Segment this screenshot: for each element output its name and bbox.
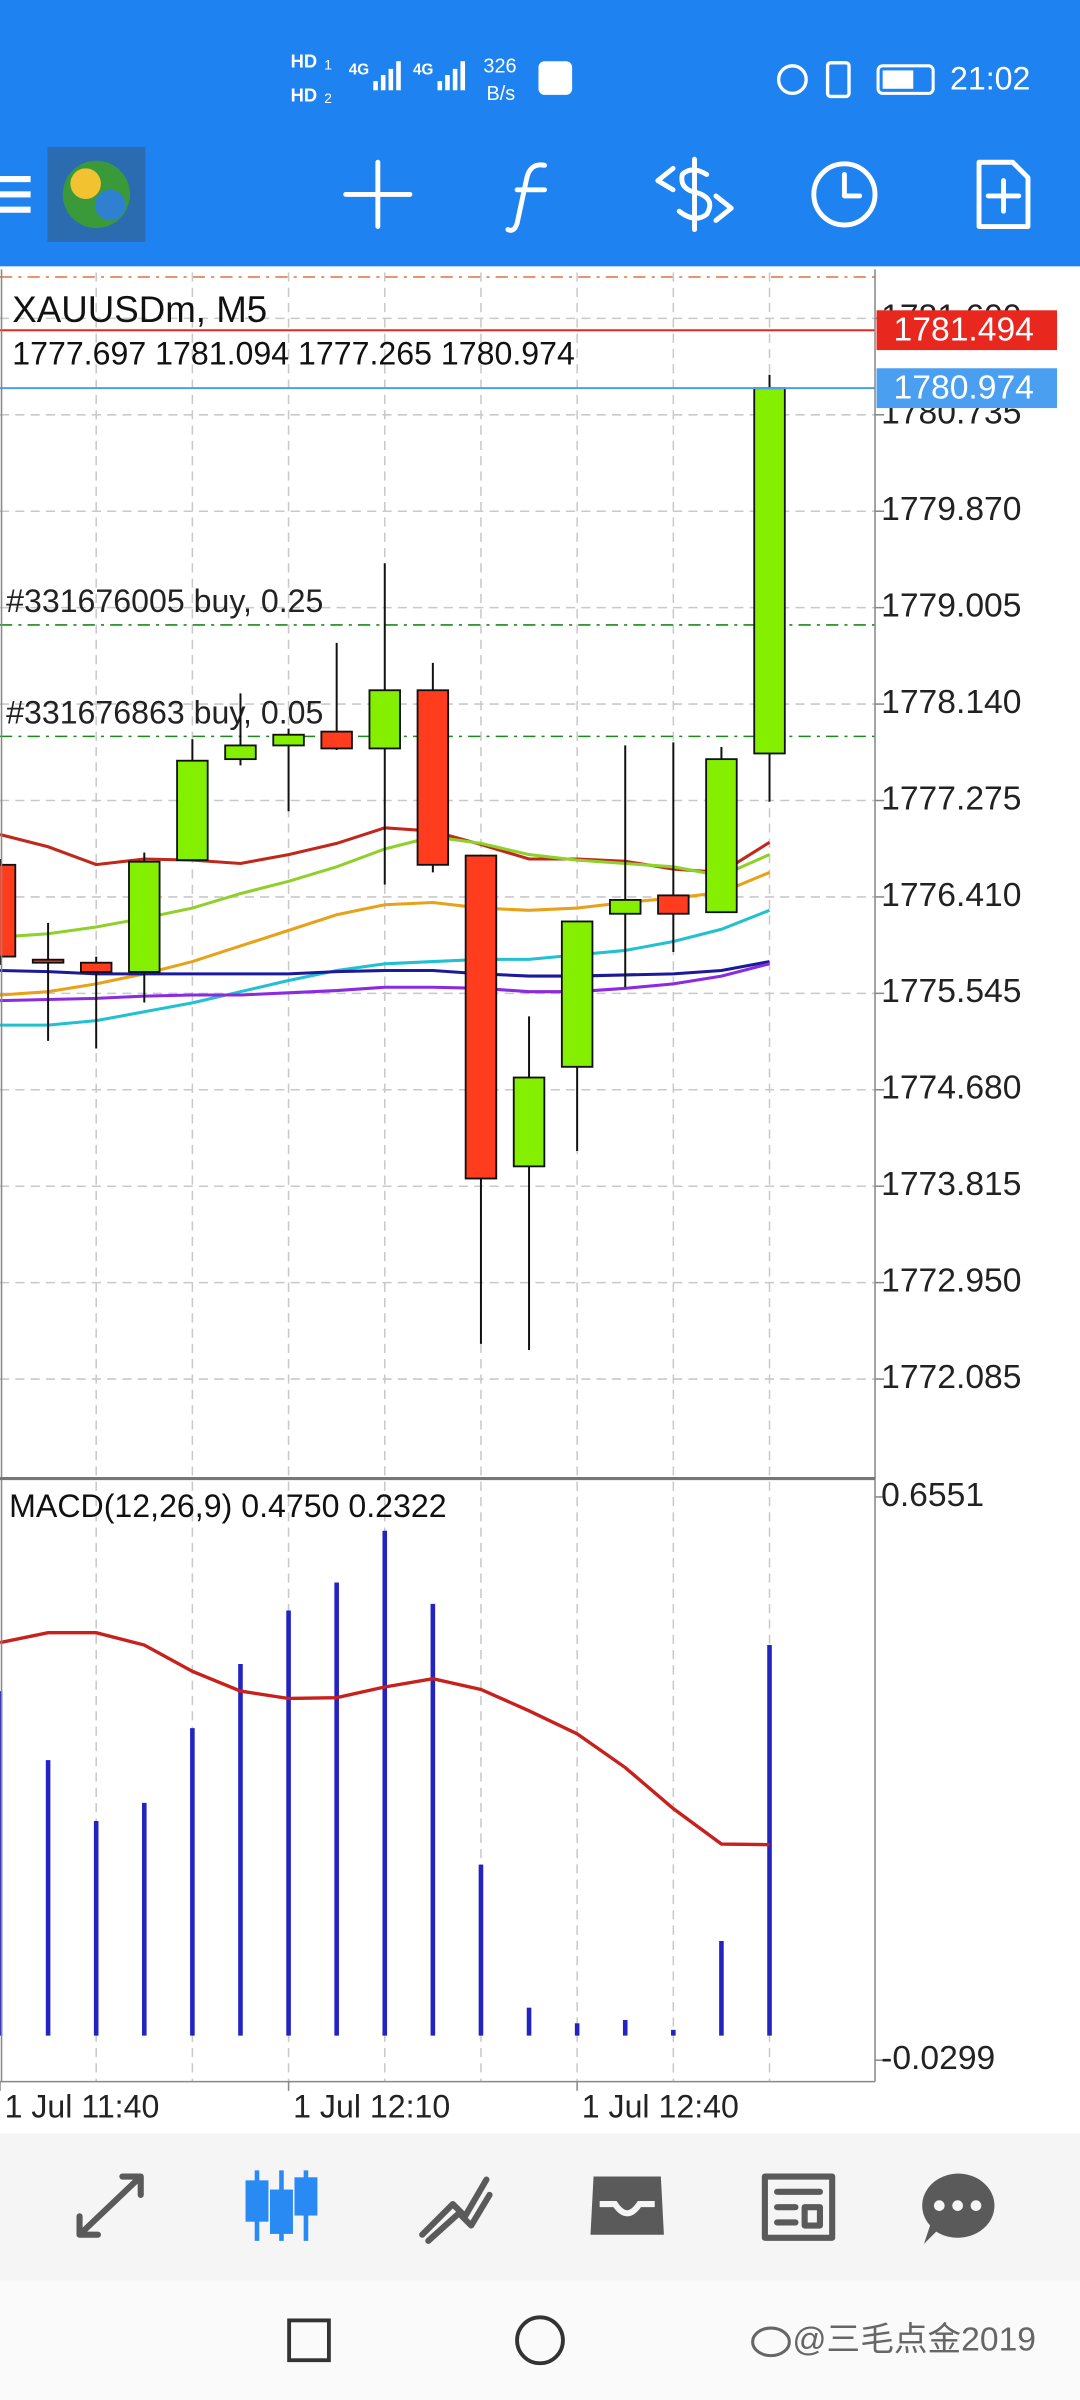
x-tick-label: 1 Jul 11:40 bbox=[5, 2089, 160, 2125]
indicators-button[interactable] bbox=[505, 162, 548, 233]
network-type: 4G bbox=[349, 61, 369, 78]
recents-button[interactable] bbox=[287, 2318, 331, 2363]
news-tab[interactable] bbox=[761, 2173, 836, 2241]
candle-body bbox=[512, 1076, 546, 1168]
hd-badge: HD bbox=[291, 84, 318, 105]
watermark: @三毛点金2019 bbox=[792, 2321, 1036, 2359]
battery-icon bbox=[876, 64, 935, 95]
macd-current: 0.4750 bbox=[241, 1489, 339, 1525]
chart-layer: 1772.085 1772.950 1773.815 1774.680 1775.545… bbox=[0, 272, 1058, 2125]
notification-icon bbox=[538, 61, 573, 95]
x-tick-label: 1 Jul 12:40 bbox=[582, 2089, 739, 2125]
signal-line bbox=[0, 1631, 770, 1847]
candle-body bbox=[609, 899, 642, 915]
sim-slot: 2 bbox=[324, 91, 332, 106]
macd-title: MACD(12,26,9) bbox=[9, 1489, 232, 1525]
net-speed: 326 bbox=[483, 56, 516, 78]
ohlc-header: 1777.697 1781.094 1777.265 1780.974 bbox=[12, 336, 575, 372]
candle-body bbox=[128, 860, 161, 973]
y-tick-label: 1776.410 bbox=[881, 877, 1021, 914]
clock: 21:02 bbox=[950, 61, 1030, 97]
candle-body bbox=[368, 689, 401, 750]
moving-average bbox=[0, 908, 771, 1027]
battery-level bbox=[882, 70, 914, 89]
y-tick-label: 1778.140 bbox=[881, 684, 1021, 721]
status-bar: HD 1 HD 2 4G 4G 326 B/s 21:02 bbox=[291, 51, 1031, 107]
candle-body bbox=[0, 863, 17, 958]
candle-body bbox=[657, 894, 690, 915]
candle-body bbox=[224, 744, 257, 761]
order-label: #331676005 buy, 0.25 bbox=[6, 583, 323, 619]
low-value: 1777.265 bbox=[298, 336, 432, 372]
trade-button[interactable] bbox=[655, 156, 734, 233]
y-tick-label: 1773.815 bbox=[881, 1166, 1021, 1203]
y-tick-label: 1779.870 bbox=[881, 491, 1021, 528]
moving-average bbox=[0, 960, 770, 978]
bid-label: 1780.974 bbox=[894, 370, 1034, 407]
y-tick-label: 1772.085 bbox=[881, 1359, 1021, 1396]
y-tick-label: 1775.545 bbox=[881, 973, 1021, 1010]
quotes-tab[interactable] bbox=[76, 2173, 144, 2238]
y-tick-label: 1774.680 bbox=[881, 1070, 1021, 1107]
bottom-nav bbox=[0, 2133, 1080, 2281]
candle-body bbox=[320, 730, 353, 750]
bid-label-box bbox=[876, 368, 1058, 409]
toolbar bbox=[0, 146, 1031, 242]
ask-label: 1781.494 bbox=[894, 312, 1034, 349]
candle-body bbox=[176, 759, 209, 862]
new-order-button[interactable] bbox=[976, 159, 1031, 229]
candle-body bbox=[416, 689, 450, 866]
candle-body bbox=[705, 758, 738, 914]
y-tick-label: 1779.005 bbox=[881, 588, 1021, 625]
y-tick-label: -0.0299 bbox=[881, 2040, 995, 2077]
macd-header: MACD(12,26,9) 0.4750 0.2322 bbox=[9, 1489, 446, 1525]
candle-body bbox=[31, 958, 65, 964]
candle-body bbox=[79, 961, 113, 973]
candle-body bbox=[272, 733, 305, 747]
open-value: 1777.697 bbox=[12, 336, 146, 372]
net-unit: B/s bbox=[486, 83, 515, 105]
home-button[interactable] bbox=[515, 2315, 565, 2366]
y-tick-label: 1777.275 bbox=[881, 780, 1021, 817]
history-tab[interactable] bbox=[590, 2176, 664, 2235]
chart-tab[interactable] bbox=[245, 2170, 318, 2241]
candle-body bbox=[560, 920, 594, 1068]
app-bar bbox=[0, 0, 1080, 267]
sim-slot: 1 bbox=[324, 57, 332, 72]
signal-current: 0.2322 bbox=[348, 1489, 446, 1525]
signal-icon bbox=[373, 61, 466, 91]
chat-tab[interactable] bbox=[922, 2173, 995, 2244]
close-value: 1780.974 bbox=[441, 336, 575, 372]
menu-button[interactable] bbox=[0, 176, 31, 213]
y-tick-label: 0.6551 bbox=[881, 1477, 984, 1514]
system-nav bbox=[0, 2280, 1080, 2400]
chart-area bbox=[0, 269, 1080, 2134]
app-logo[interactable] bbox=[47, 146, 146, 242]
ask-label-box bbox=[876, 310, 1058, 351]
chart-title: XAUUSDm, M5 bbox=[12, 289, 267, 330]
x-tick-label: 1 Jul 12:10 bbox=[293, 2089, 450, 2125]
candle-body bbox=[464, 854, 498, 1180]
order-label: #331676863 buy, 0.05 bbox=[6, 694, 323, 730]
network-type: 4G bbox=[413, 61, 433, 78]
watermark-logo bbox=[751, 2326, 791, 2358]
history-button[interactable] bbox=[811, 161, 878, 228]
alarm-icon bbox=[776, 64, 808, 96]
y-tick-label: 1772.950 bbox=[881, 1263, 1021, 1300]
high-value: 1781.094 bbox=[155, 336, 289, 372]
crosshair-button[interactable] bbox=[343, 159, 413, 229]
vibrate-icon bbox=[825, 61, 851, 99]
trade-tab[interactable] bbox=[419, 2176, 493, 2244]
moving-average bbox=[0, 962, 770, 1003]
candle-body bbox=[753, 387, 786, 755]
hd-badge: HD bbox=[291, 51, 318, 72]
